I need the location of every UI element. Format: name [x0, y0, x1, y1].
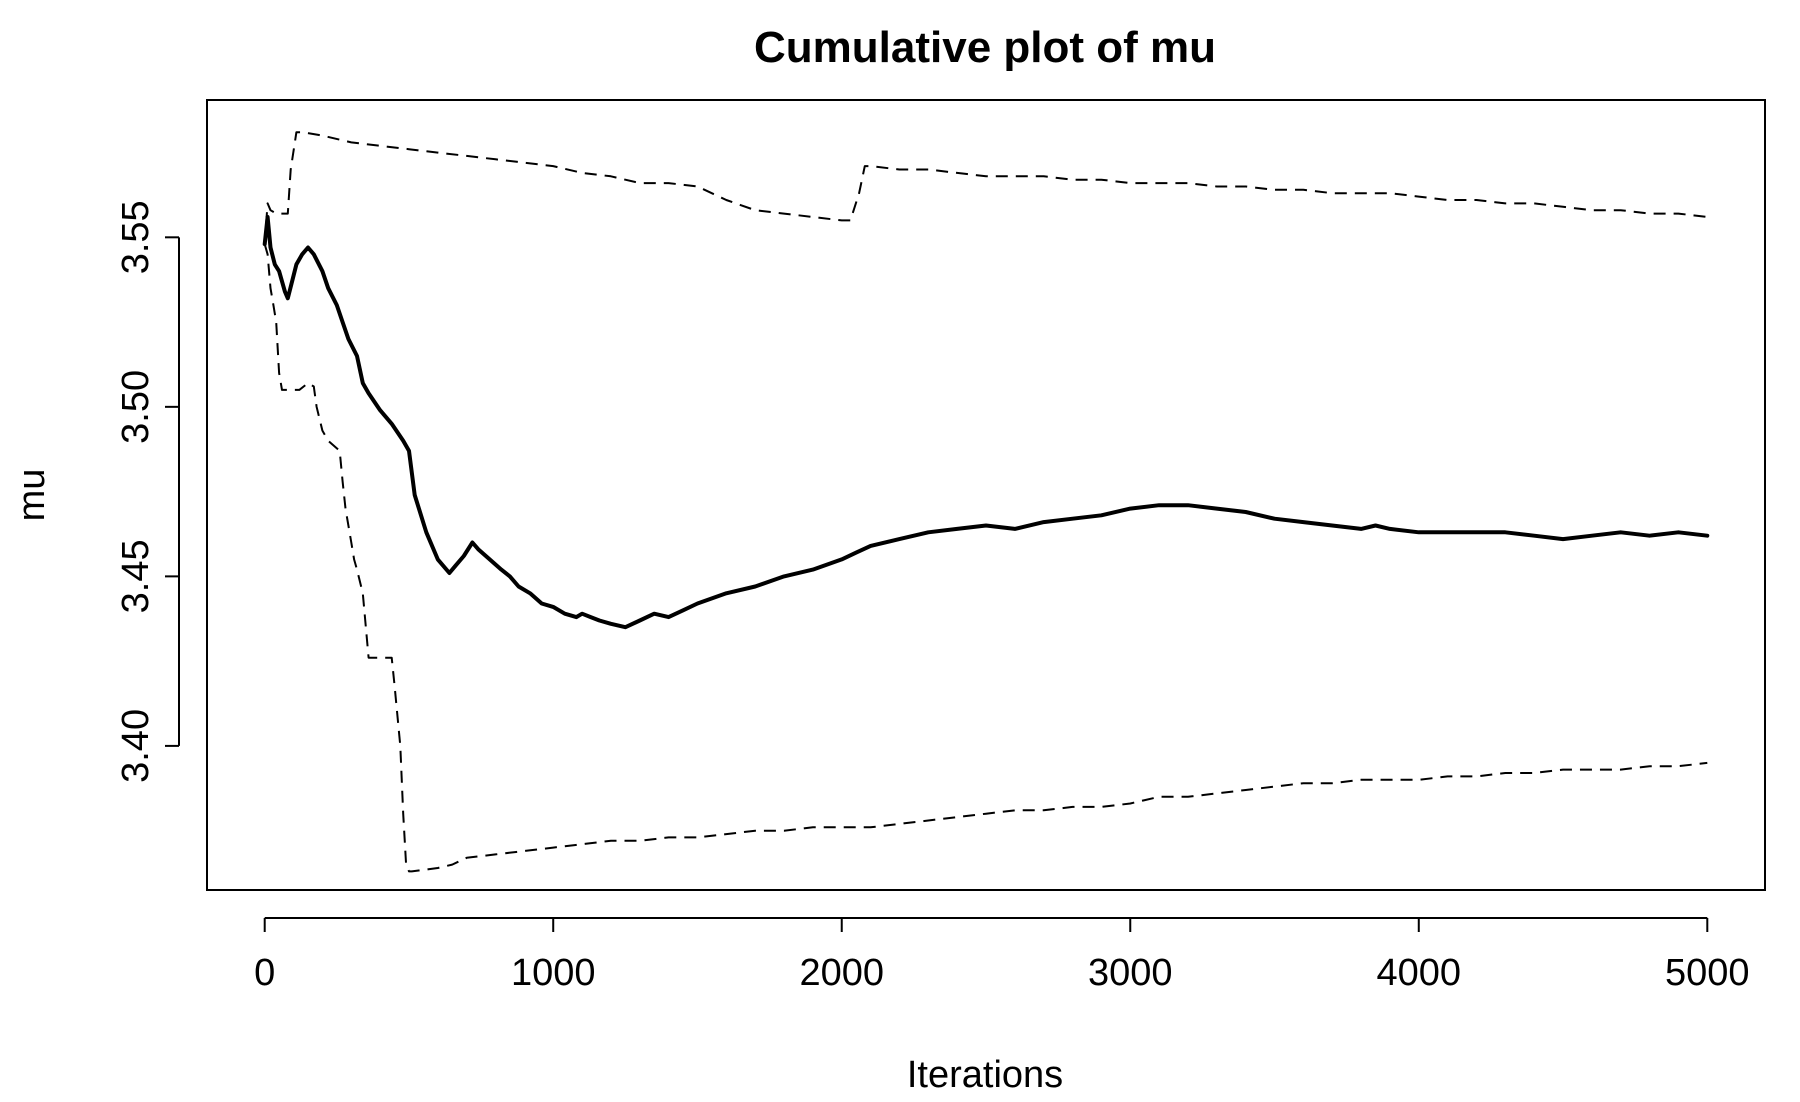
upper-bound-dashed-line — [263, 131, 1708, 245]
x-axis: 0 1000 2000 3000 4000 5000 — [254, 917, 1750, 994]
cumulative-mean-line — [262, 215, 1710, 630]
x-tick-label: 4000 — [1377, 952, 1462, 994]
y-tick-label: 3.40 — [115, 709, 157, 783]
y-axis-label: mu — [11, 469, 53, 522]
y-axis: 3.40 3.45 3.50 3.55 — [115, 200, 180, 783]
x-tick-label: 3000 — [1088, 952, 1173, 994]
x-axis-label: Iterations — [907, 1054, 1063, 1096]
series-group — [262, 131, 1710, 873]
y-tick-label: 3.55 — [115, 200, 157, 274]
x-tick-label: 0 — [254, 952, 275, 994]
x-tick-label: 1000 — [511, 952, 596, 994]
x-tick-label: 2000 — [799, 952, 884, 994]
lower-bound-dashed-line — [263, 243, 1708, 873]
y-tick-label: 3.50 — [115, 370, 157, 444]
chart-title: Cumulative plot of mu — [754, 23, 1216, 72]
plot-frame — [206, 99, 1766, 891]
x-tick-label: 5000 — [1665, 952, 1750, 994]
y-tick-label: 3.45 — [115, 539, 157, 613]
